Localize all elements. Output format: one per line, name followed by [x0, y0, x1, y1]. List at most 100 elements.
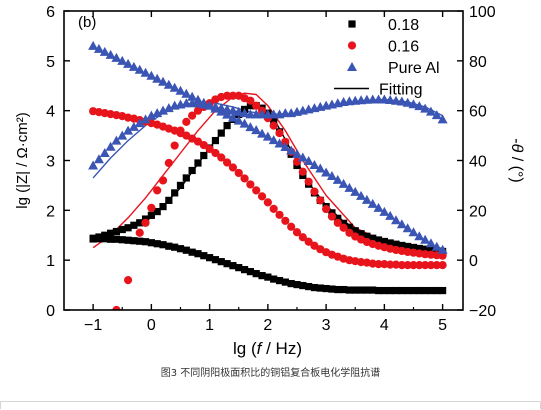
data-point: [345, 228, 354, 237]
data-point: [369, 234, 377, 242]
data-point: [386, 286, 394, 295]
data-point: [409, 243, 418, 252]
data-point: [117, 130, 128, 140]
data-point: [130, 237, 138, 245]
data-point: [246, 180, 255, 189]
data-point: [192, 98, 203, 108]
data-point: [251, 125, 262, 135]
data-point: [217, 129, 225, 137]
data-point: [124, 236, 132, 244]
data-point: [339, 219, 348, 227]
data-point: [379, 206, 390, 216]
data-point: [392, 286, 400, 295]
y-right-tick-label: 80: [469, 54, 487, 71]
page-divider: [0, 401, 541, 402]
data-point: [299, 281, 307, 290]
data-point: [158, 176, 168, 185]
data-point: [334, 285, 342, 294]
data-point: [240, 266, 249, 274]
data-point: [105, 141, 116, 151]
figure-caption: 图3 不同阴阳极面积比的铜铝复合板电化学阻抗谱: [160, 368, 381, 379]
data-point: [361, 194, 372, 204]
data-point: [211, 256, 220, 264]
data-point: [164, 158, 173, 168]
data-point: [367, 198, 378, 208]
data-point: [93, 43, 104, 53]
data-point: [275, 210, 284, 219]
data-point: [239, 118, 250, 128]
legend-label: Fitting: [379, 82, 423, 99]
data-point: [363, 286, 371, 294]
data-point: [182, 174, 190, 182]
data-point: [211, 148, 220, 158]
data-point: [386, 260, 395, 269]
data-point: [425, 238, 436, 248]
data-point: [198, 99, 209, 109]
x-tick-label: 4: [380, 317, 389, 334]
data-point: [427, 246, 435, 254]
data-point: [165, 242, 173, 250]
data-point: [252, 270, 260, 278]
data-point: [206, 254, 214, 262]
data-point: [426, 261, 436, 270]
data-point: [210, 101, 221, 111]
data-point: [118, 225, 126, 234]
data-point: [305, 282, 313, 291]
x-tick-label: 1: [205, 317, 214, 334]
data-point: [264, 273, 272, 281]
data-point: [328, 285, 336, 293]
data-point: [171, 189, 179, 197]
data-point: [316, 196, 325, 205]
x-axis-label: lg (f / Hz): [233, 339, 302, 358]
data-point: [369, 286, 377, 294]
legend-marker: [347, 41, 357, 50]
data-point: [123, 58, 134, 68]
data-point: [385, 210, 396, 220]
data-point: [380, 286, 388, 295]
data-point: [106, 235, 115, 243]
data-point: [262, 131, 273, 141]
data-point: [111, 135, 122, 145]
data-point: [153, 207, 161, 216]
data-point: [112, 305, 121, 310]
data-point: [350, 186, 361, 196]
data-point: [246, 96, 255, 105]
data-point: [140, 67, 151, 77]
data-point: [188, 166, 196, 175]
data-point: [357, 230, 365, 238]
data-point: [245, 122, 256, 132]
data-point: [286, 145, 297, 155]
data-point: [128, 61, 139, 71]
data-point: [135, 228, 144, 237]
data-point: [163, 79, 174, 89]
data-point: [437, 114, 448, 124]
data-point: [188, 248, 196, 256]
data-point: [396, 219, 407, 229]
data-point: [176, 181, 185, 190]
data-point: [99, 148, 110, 158]
fit-line: [92, 105, 443, 252]
data-point: [171, 243, 179, 251]
data-point: [153, 186, 162, 195]
data-point: [333, 218, 342, 227]
data-point: [258, 272, 266, 280]
data-point: [146, 110, 157, 120]
data-point: [222, 158, 232, 167]
data-point: [257, 128, 268, 138]
data-point: [217, 153, 226, 162]
data-point: [141, 238, 150, 246]
data-point: [391, 215, 402, 225]
data-point: [252, 101, 261, 110]
data-point: [433, 286, 441, 295]
data-point: [437, 244, 448, 254]
data-point: [217, 258, 225, 266]
data-point: [222, 104, 233, 114]
y-right-axis-label: -θ / (°): [508, 138, 525, 182]
data-point: [239, 108, 250, 118]
data-point: [357, 286, 365, 294]
data-point: [291, 149, 302, 159]
data-point: [112, 235, 121, 243]
data-point: [321, 167, 332, 177]
data-point: [200, 252, 208, 260]
data-point: [374, 286, 383, 295]
